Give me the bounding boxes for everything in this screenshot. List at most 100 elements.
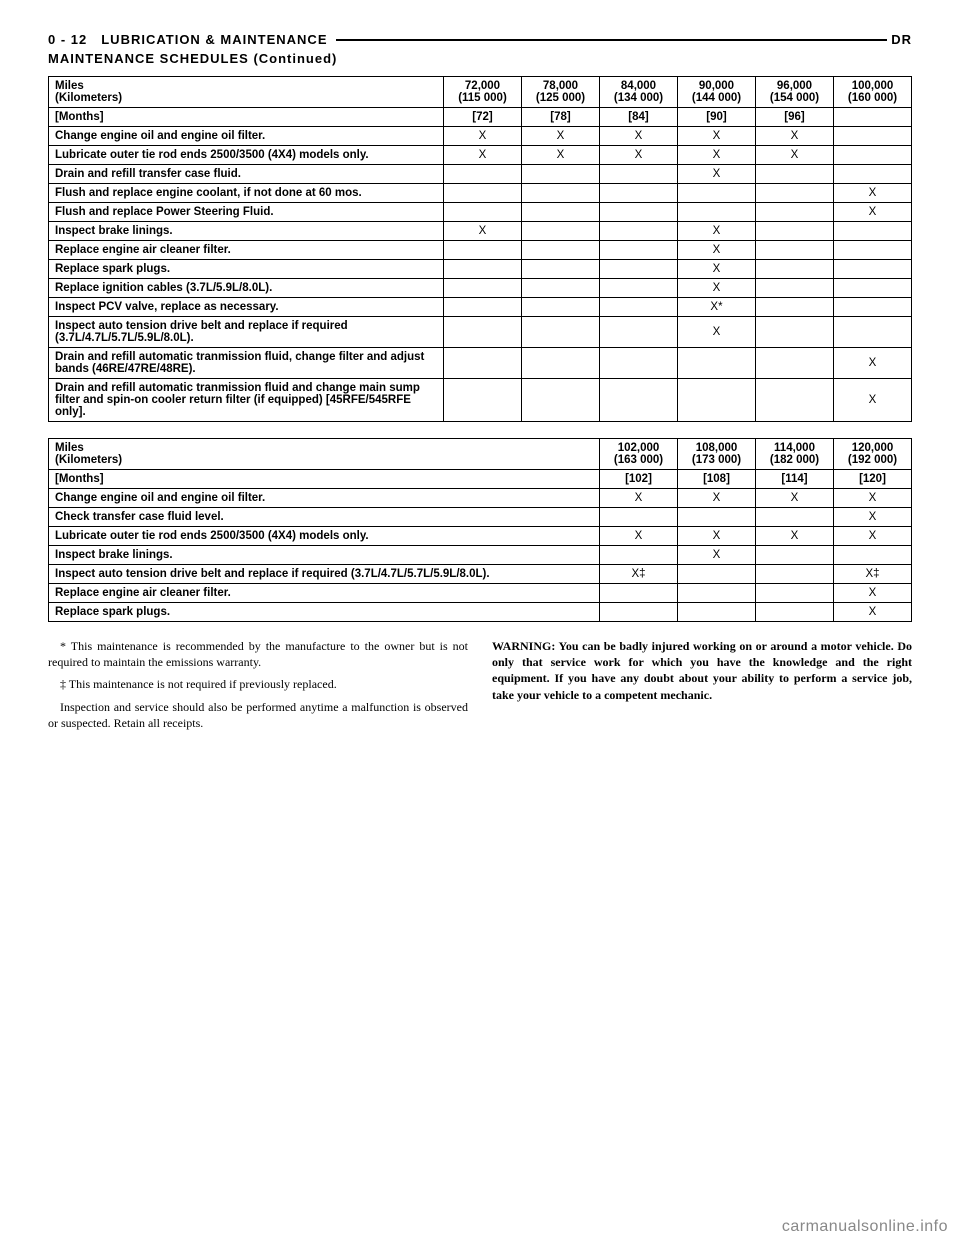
col-header: 100,000(160 000) [834, 77, 912, 108]
cell [756, 317, 834, 348]
cell [756, 203, 834, 222]
miles-label: Miles(Kilometers) [49, 439, 600, 470]
table-row: Check transfer case fluid level.X [49, 508, 912, 527]
cell: X [678, 546, 756, 565]
cell [600, 348, 678, 379]
cell [678, 379, 756, 422]
cell: X [756, 146, 834, 165]
cell [678, 184, 756, 203]
table-row: Change engine oil and engine oil filter.… [49, 489, 912, 508]
cell: X [756, 527, 834, 546]
table-row: Flush and replace engine coolant, if not… [49, 184, 912, 203]
cell [834, 298, 912, 317]
col-month: [96] [756, 108, 834, 127]
cell: X [678, 146, 756, 165]
footnote-left-col: * This maintenance is recommended by the… [48, 638, 468, 737]
cell [834, 146, 912, 165]
footnotes: * This maintenance is recommended by the… [48, 638, 912, 737]
cell [522, 298, 600, 317]
footnote-right-col: WARNING: You can be badly injured workin… [492, 638, 912, 737]
cell: X [444, 146, 522, 165]
table-row: Lubricate outer tie rod ends 2500/3500 (… [49, 146, 912, 165]
cell: X [834, 508, 912, 527]
cell [678, 565, 756, 584]
table-row: Lubricate outer tie rod ends 2500/3500 (… [49, 527, 912, 546]
cell [600, 279, 678, 298]
col-header: 78,000(125 000) [522, 77, 600, 108]
cell [756, 279, 834, 298]
table-row: Inspect auto tension drive belt and repl… [49, 565, 912, 584]
col-header: 102,000(163 000) [600, 439, 678, 470]
header-left: 0 - 12 LUBRICATION & MAINTENANCE [48, 32, 328, 47]
cell: X‡ [600, 565, 678, 584]
col-month: [84] [600, 108, 678, 127]
cell [522, 348, 600, 379]
cell [522, 279, 600, 298]
row-label: Replace spark plugs. [49, 603, 600, 622]
cell [600, 603, 678, 622]
cell: X [756, 127, 834, 146]
cell [522, 241, 600, 260]
footnote-asterisk: * This maintenance is recommended by the… [48, 638, 468, 670]
cell [522, 260, 600, 279]
cell [444, 184, 522, 203]
cell: X [678, 527, 756, 546]
page-header: 0 - 12 LUBRICATION & MAINTENANCE DR [48, 32, 912, 47]
table-row: Replace spark plugs.X [49, 603, 912, 622]
maintenance-table-1: Miles(Kilometers)72,000(115 000)78,000(1… [48, 76, 912, 422]
cell [522, 379, 600, 422]
cell [444, 165, 522, 184]
cell [756, 565, 834, 584]
header-right: DR [891, 32, 912, 47]
cell [756, 165, 834, 184]
footnote-dagger: ‡ This maintenance is not required if pr… [48, 676, 468, 692]
col-header: 96,000(154 000) [756, 77, 834, 108]
cell [522, 184, 600, 203]
table-row: Inspect brake linings. X [49, 546, 912, 565]
cell: X [834, 203, 912, 222]
cell: X [522, 127, 600, 146]
col-header: 90,000(144 000) [678, 77, 756, 108]
miles-label: Miles(Kilometers) [49, 77, 444, 108]
table-row: Flush and replace Power Steering Fluid. X [49, 203, 912, 222]
cell: X‡ [834, 565, 912, 584]
table-row: Drain and refill automatic tranmission f… [49, 348, 912, 379]
cell: X [834, 527, 912, 546]
row-label: Flush and replace Power Steering Fluid. [49, 203, 444, 222]
cell [600, 165, 678, 184]
cell [522, 317, 600, 348]
table-row: Replace engine air cleaner filter.X [49, 584, 912, 603]
cell [756, 603, 834, 622]
row-label: Replace engine air cleaner filter. [49, 241, 444, 260]
cell [834, 127, 912, 146]
cell: X [834, 184, 912, 203]
row-label: Inspect brake linings. [49, 546, 600, 565]
cell [678, 603, 756, 622]
cell: X [678, 279, 756, 298]
table-row: Inspect auto tension drive belt and repl… [49, 317, 912, 348]
cell: X [600, 527, 678, 546]
months-label: [Months] [49, 470, 600, 489]
cell [444, 203, 522, 222]
cell [756, 508, 834, 527]
col-header: 120,000(192 000) [834, 439, 912, 470]
row-label: Change engine oil and engine oil filter. [49, 127, 444, 146]
row-label: Inspect PCV valve, replace as necessary. [49, 298, 444, 317]
col-month: [90] [678, 108, 756, 127]
cell [756, 222, 834, 241]
cell [756, 298, 834, 317]
cell [834, 546, 912, 565]
col-month: [108] [678, 470, 756, 489]
cell [678, 203, 756, 222]
col-month: [114] [756, 470, 834, 489]
cell [600, 260, 678, 279]
cell [756, 546, 834, 565]
cell: X [522, 146, 600, 165]
cell [444, 348, 522, 379]
row-label: Replace spark plugs. [49, 260, 444, 279]
cell [600, 379, 678, 422]
cell: X [834, 379, 912, 422]
cell: X [834, 584, 912, 603]
table-row: Replace spark plugs.X [49, 260, 912, 279]
col-header: 72,000(115 000) [444, 77, 522, 108]
